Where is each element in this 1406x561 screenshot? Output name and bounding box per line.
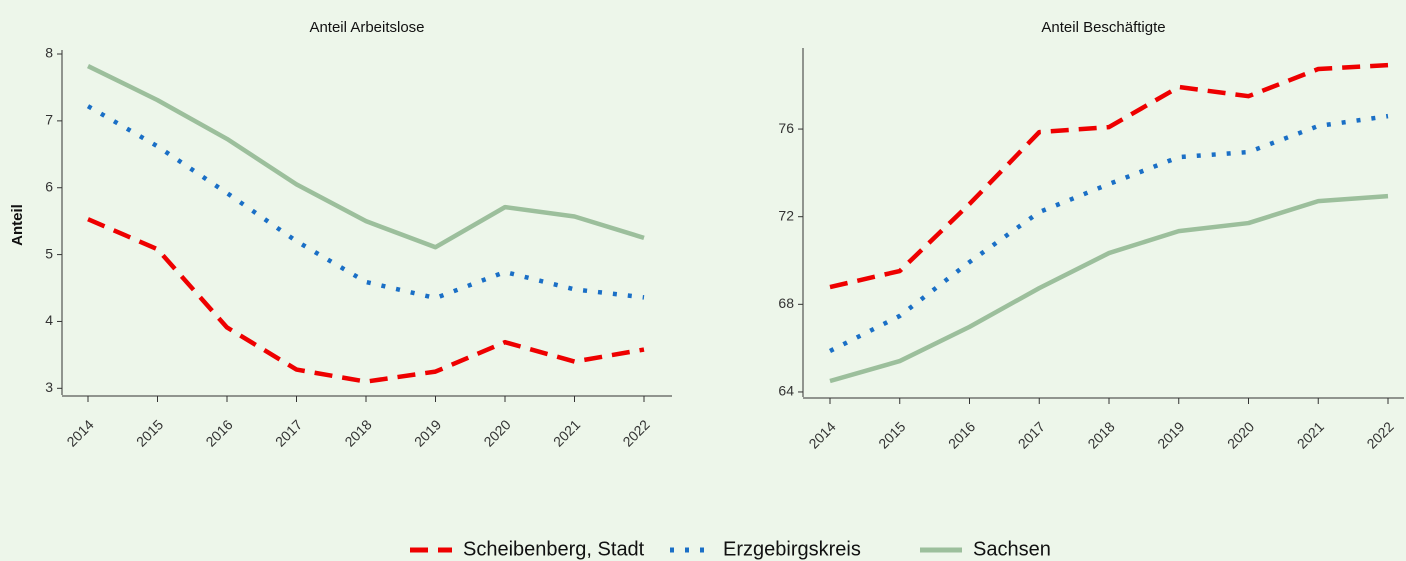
x-tick-label: 2022 [1363, 418, 1396, 451]
y-tick-label: 5 [45, 245, 53, 261]
legend-label: Erzgebirgskreis [723, 538, 861, 560]
series-line [86, 104, 645, 301]
x-tick-label: 2019 [411, 416, 444, 449]
panel-title: Anteil Beschäftigte [1041, 19, 1165, 36]
x-tick-label: 2017 [272, 416, 305, 449]
y-tick-label: 76 [778, 120, 794, 136]
panel-title: Anteil Arbeitslose [309, 19, 424, 36]
y-axis-label: Anteil [9, 204, 26, 246]
x-tick-label: 2016 [945, 418, 978, 451]
x-tick-label: 2015 [133, 416, 166, 449]
y-tick-label: 6 [45, 178, 53, 194]
x-tick-label: 2016 [202, 416, 235, 449]
series-line [829, 62, 1389, 290]
y-tick-label: 68 [778, 295, 794, 311]
x-tick-label: 2020 [1224, 418, 1257, 451]
legend-label: Scheibenberg, Stadt [463, 538, 645, 560]
legend-label: Sachsen [973, 538, 1051, 560]
x-tick-label: 2018 [341, 416, 374, 449]
x-tick-label: 2019 [1154, 418, 1187, 451]
x-tick-label: 2014 [63, 416, 96, 449]
y-tick-label: 72 [778, 207, 794, 223]
y-tick-label: 4 [45, 312, 53, 328]
series-line [87, 64, 645, 250]
y-tick-label: 3 [45, 379, 53, 395]
x-tick-label: 2021 [1294, 418, 1327, 451]
x-tick-label: 2014 [805, 418, 838, 451]
x-tick-label: 2018 [1084, 418, 1117, 451]
x-tick-label: 2015 [875, 418, 908, 451]
x-tick-label: 2021 [550, 416, 583, 449]
x-tick-label: 2017 [1015, 418, 1048, 451]
x-tick-label: 2020 [480, 416, 513, 449]
x-tick-label: 2022 [619, 416, 652, 449]
series-line [829, 193, 1389, 384]
series-line [828, 113, 1389, 354]
y-tick-label: 7 [45, 112, 53, 128]
series-line [87, 217, 645, 384]
y-tick-label: 8 [45, 45, 53, 61]
y-tick-label: 64 [778, 383, 794, 399]
